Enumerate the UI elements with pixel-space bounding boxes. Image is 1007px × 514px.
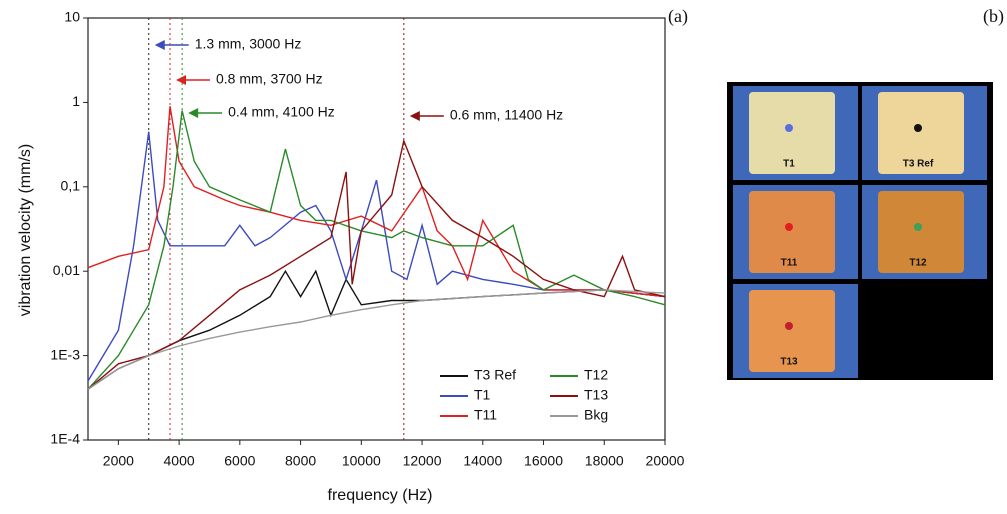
arrow-head [154, 40, 165, 50]
tile-label: T3 Ref [903, 159, 934, 170]
tile [878, 191, 964, 273]
y-tick-label: 1E-3 [50, 346, 80, 362]
series-line [87, 106, 666, 298]
legend-label: T11 [474, 407, 497, 423]
annotation: 1.3 mm, 3000 Hz [195, 36, 302, 52]
annotation: 0.8 mm, 3700 Hz [216, 71, 323, 87]
y-tick-label: 1 [72, 93, 80, 109]
y-axis-label: vibration velocity (mm/s) [17, 144, 34, 316]
plot: 1E-4 1E-3 0,01 0,1 1 10 2000 4000 6000 8000 10000 1… [50, 9, 684, 469]
x-tick-label: 14000 [463, 453, 502, 469]
arrow-head [409, 111, 420, 121]
y-tick-label: 1E-4 [50, 431, 80, 447]
y-tick-label: 0,1 [61, 178, 81, 194]
arrow-head [175, 75, 186, 85]
series-line [87, 110, 666, 390]
x-tick-label: 6000 [224, 453, 255, 469]
tile [878, 92, 964, 174]
x-tick-label: 18000 [585, 453, 624, 469]
tile-label: T1 [783, 159, 795, 170]
x-tick-label: 2000 [103, 453, 134, 469]
tile-dot [914, 223, 922, 231]
y-tick-label: 0,01 [53, 262, 80, 278]
tile [749, 92, 835, 174]
x-tick-label: 10000 [342, 453, 381, 469]
panel-label: (b) [983, 6, 1004, 27]
tile-dot [914, 124, 922, 132]
tile [749, 290, 835, 372]
series-line [87, 269, 666, 390]
tile-dot [785, 322, 793, 330]
series-line [87, 289, 666, 390]
y-tick-label: 10 [64, 9, 80, 25]
x-tick-label: 12000 [403, 453, 442, 469]
annotation: 0.4 mm, 4100 Hz [228, 104, 335, 120]
tile-label: T11 [781, 258, 798, 269]
legend-label: T12 [584, 367, 608, 383]
annotation: 0.6 mm, 11400 Hz [450, 107, 563, 123]
tile-label: T12 [909, 258, 927, 269]
plot-frame [87, 17, 666, 441]
legend-label: T13 [584, 387, 608, 403]
x-tick-label: 4000 [164, 453, 195, 469]
arrow-head [188, 108, 199, 118]
tile [749, 191, 835, 273]
x-tick-label: 20000 [646, 453, 685, 469]
tile-dot [785, 124, 793, 132]
x-axis-label: frequency (Hz) [328, 487, 433, 504]
x-tick-label: 16000 [524, 453, 563, 469]
tile-dot [785, 223, 793, 231]
panel-label: (a) [668, 6, 688, 27]
legend-label: T1 [474, 387, 491, 403]
series-line [87, 131, 666, 382]
x-tick-label: 8000 [285, 453, 316, 469]
tile-label: T13 [780, 357, 798, 368]
legend-label: T3 Ref [474, 367, 516, 383]
legend-label: Bkg [584, 407, 608, 423]
photo: T1 T3 Ref T11 T12 T13 [733, 86, 987, 378]
